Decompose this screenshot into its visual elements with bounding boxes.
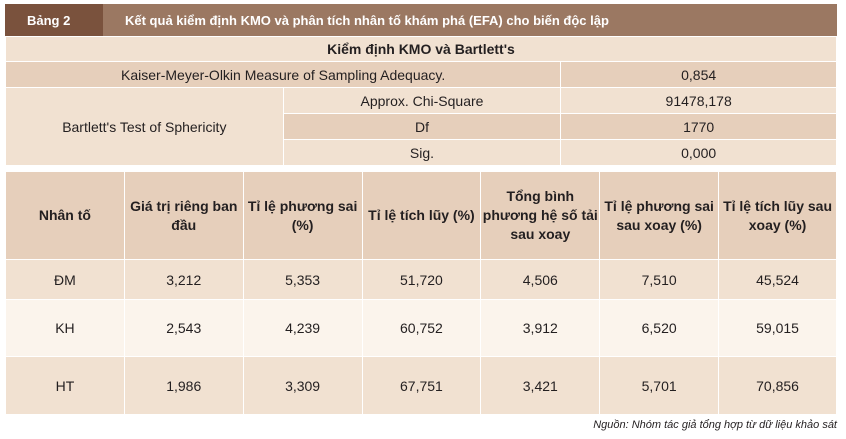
kmo-label: Kaiser-Meyer-Olkin Measure of Sampling A… — [4, 61, 562, 88]
table-cell: 5,353 — [242, 259, 363, 300]
column-header: Tỉ lệ phương sai sau xoay (%) — [599, 171, 720, 260]
column-header: Tỉ lệ phương sai (%) — [242, 171, 363, 260]
table-cell: 1,986 — [123, 356, 244, 415]
table-cell: 67,751 — [361, 356, 482, 415]
table-cell: 4,506 — [480, 259, 601, 300]
efa-header-row: Nhân tố Giá trị riêng ban đầu Tỉ lệ phươ… — [5, 171, 837, 260]
column-header: Tỉ lệ tích lũy (%) — [361, 171, 482, 260]
table-cell: 3,912 — [480, 299, 601, 357]
column-header: Tổng bình phương hệ số tải sau xoay — [480, 171, 601, 260]
table-cell: 60,752 — [361, 299, 482, 357]
bartlett-row-label: Approx. Chi-Square — [282, 87, 562, 114]
column-header: Tỉ lệ tích lũy sau xoay (%) — [718, 171, 837, 260]
table-cell: ĐM — [5, 259, 125, 300]
table-cell: 3,212 — [123, 259, 244, 300]
table-cell: 3,309 — [242, 356, 363, 415]
source-note: Nguồn: Nhóm tác giả tổng hợp từ dữ liệu … — [593, 419, 837, 431]
table-row: ĐM 3,212 5,353 51,720 4,506 7,510 45,524 — [5, 259, 837, 300]
kmo-value: 0,854 — [560, 61, 837, 88]
table-cell: 45,524 — [718, 259, 837, 300]
kmo-table-title: Kiểm định KMO và Bartlett's — [5, 36, 837, 62]
table-cell: 6,520 — [599, 299, 720, 357]
bartlett-row-value: 91478,178 — [560, 87, 837, 114]
table-cell: 7,510 — [599, 259, 720, 300]
table-cell: HT — [5, 356, 125, 415]
table-title: Kết quả kiểm định KMO và phân tích nhân … — [125, 12, 609, 28]
column-header: Giá trị riêng ban đầu — [123, 171, 244, 260]
table-cell: 5,701 — [599, 356, 720, 415]
table-cell: 4,239 — [242, 299, 363, 357]
efa-table: Nhân tố Giá trị riêng ban đầu Tỉ lệ phươ… — [5, 171, 837, 415]
bartlett-row-label: Df — [282, 113, 562, 140]
bartlett-row-label: Sig. — [282, 139, 562, 166]
table-cell: 3,421 — [480, 356, 601, 415]
bartlett-row-value: 1770 — [560, 113, 837, 140]
table-number: Bảng 2 — [5, 4, 103, 36]
table-cell: 59,015 — [718, 299, 837, 357]
table-cell: 70,856 — [718, 356, 837, 415]
table-row: HT 1,986 3,309 67,751 3,421 5,701 70,856 — [5, 356, 837, 415]
bartlett-row-value: 0,000 — [560, 139, 837, 166]
table-cell: 2,543 — [123, 299, 244, 357]
kmo-bartlett-table: Kiểm định KMO và Bartlett's Kaiser-Meyer… — [4, 36, 837, 166]
table-row: KH 2,543 4,239 60,752 3,912 6,520 59,015 — [5, 299, 837, 357]
table-caption-bar: Bảng 2 Kết quả kiểm định KMO và phân tíc… — [5, 4, 837, 36]
table-cell: KH — [5, 299, 125, 357]
bartlett-label: Bartlett's Test of Sphericity — [5, 87, 284, 166]
column-header: Nhân tố — [5, 171, 125, 260]
table-cell: 51,720 — [361, 259, 482, 300]
